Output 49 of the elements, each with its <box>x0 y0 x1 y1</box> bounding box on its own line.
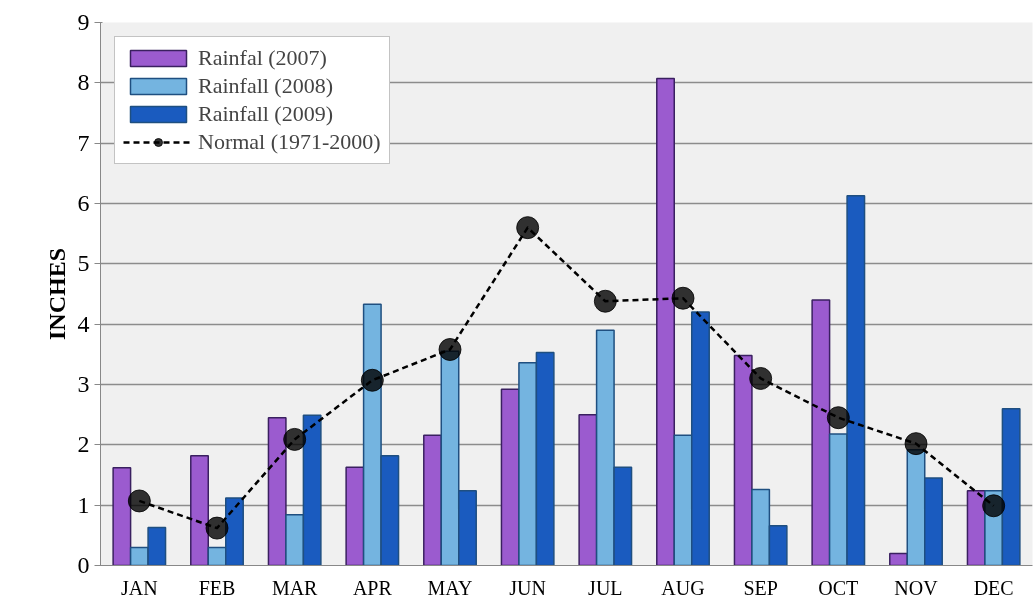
bar <box>267 416 287 566</box>
y-tick-label: 1 <box>77 491 90 518</box>
point <box>283 427 307 451</box>
bar <box>345 466 365 566</box>
bar <box>112 467 132 566</box>
point <box>516 216 540 240</box>
y-tick-label: 9 <box>77 9 90 35</box>
x-tick-label: FEB <box>198 576 236 599</box>
bar <box>578 413 598 566</box>
bar <box>190 454 210 566</box>
x-tick-label: JAN <box>121 576 158 599</box>
legend-label: Rainfall (2008) <box>198 73 334 99</box>
y-tick-label: 6 <box>77 190 90 216</box>
x-tick-label: MAR <box>271 576 319 599</box>
x-tick-label: SEP <box>743 576 778 599</box>
bar <box>889 552 909 566</box>
x-tick-label: JUL <box>588 576 623 599</box>
bar <box>656 77 676 566</box>
point <box>671 286 695 310</box>
bar <box>811 299 831 566</box>
x-tick-label: DEC <box>973 576 1014 599</box>
y-tick-label: 7 <box>77 129 90 156</box>
point <box>904 432 928 456</box>
point <box>127 489 151 513</box>
y-tick-label: 4 <box>77 310 90 337</box>
point <box>982 494 1006 518</box>
legend-label: Rainfal (2007) <box>198 45 327 71</box>
y-tick-label: 2 <box>77 431 90 458</box>
point <box>826 406 850 430</box>
y-tick-label: 8 <box>77 69 90 96</box>
point <box>438 338 462 361</box>
x-tick-label: NOV <box>894 576 939 599</box>
y-tick-label: 5 <box>77 250 90 277</box>
y-tick-label: 0 <box>77 552 90 578</box>
point <box>749 366 773 390</box>
x-tick-label: MAY <box>427 576 473 599</box>
y-axis-title: INCHES <box>43 247 70 341</box>
x-tick-label: OCT <box>818 576 859 599</box>
point <box>593 289 617 313</box>
legend-label: Rainfall (2009) <box>198 101 334 127</box>
x-tick-label: JUN <box>509 576 546 599</box>
bar <box>733 354 753 566</box>
point <box>205 516 229 540</box>
point <box>360 368 384 392</box>
x-tick-label: AUG <box>661 576 705 599</box>
bar <box>423 434 443 566</box>
x-tick-label: APR <box>352 576 393 599</box>
y-tick-label: 3 <box>77 371 90 397</box>
legend-label: Normal (1971-2000) <box>198 129 381 155</box>
